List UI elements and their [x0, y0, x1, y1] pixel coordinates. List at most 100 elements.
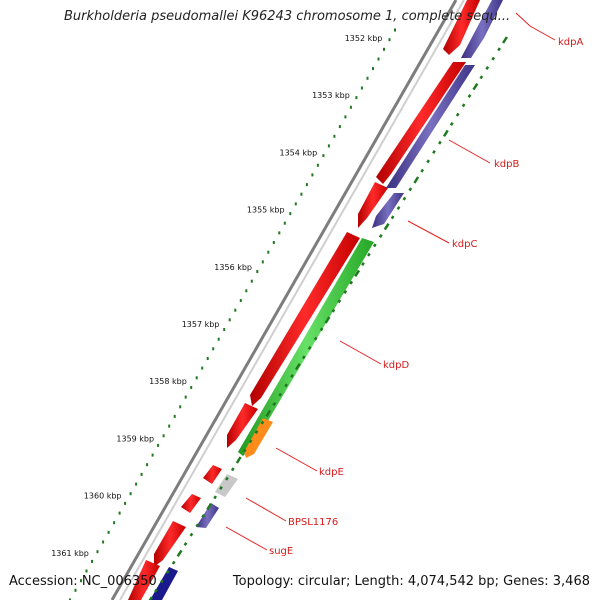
inner-tick	[337, 299, 342, 304]
ruler-dot	[316, 163, 319, 167]
inner-tick	[472, 83, 479, 91]
ruler-dot	[289, 212, 292, 216]
gene-label-kdpB[interactable]: kdpB	[494, 159, 519, 170]
ruler-dot	[372, 67, 374, 71]
inner-tick	[213, 495, 217, 500]
reverse-cds-1[interactable]	[461, 0, 503, 58]
ruler-label: 1359 kbp	[116, 434, 154, 443]
inner-tick	[219, 486, 223, 490]
inner-tick	[467, 94, 472, 98]
ruler-dot	[294, 202, 297, 206]
inner-tick	[343, 290, 348, 294]
ruler-dot	[278, 231, 281, 235]
ruler-dot	[256, 270, 259, 273]
inner-tick	[367, 252, 371, 257]
callout-kdpE	[275, 447, 318, 472]
ruler-dot	[184, 395, 187, 399]
ruler-labels: 1352 kbp 1353 kbp 1354 kbp 1355 kbp 1356 kbp…	[51, 34, 382, 558]
ruler-dot	[366, 76, 369, 80]
summary-text: Topology: circular; Length: 4,074,542 bp…	[232, 574, 590, 589]
ruler-dot	[239, 299, 242, 302]
inner-tick	[154, 588, 158, 593]
ruler-label: 1360 kbp	[84, 492, 122, 501]
forward-cds-6[interactable]	[203, 465, 222, 484]
ruler-label: 1353 kbp	[312, 91, 350, 100]
ruler-dot	[327, 144, 330, 148]
inner-tick	[413, 176, 420, 184]
reverse-cds-2[interactable]	[386, 65, 475, 188]
ruler-dot	[360, 86, 363, 90]
inner-tick	[449, 122, 454, 126]
inner-tick	[278, 392, 283, 397]
ruler-dot	[195, 376, 198, 380]
gene-label-kdpA[interactable]: kdpA	[558, 37, 583, 48]
callouts	[225, 12, 556, 551]
ruler-dot	[267, 250, 270, 254]
inner-tick	[438, 140, 442, 145]
ruler-dot	[212, 347, 215, 351]
inner-tick	[331, 308, 336, 313]
inner-tick	[290, 374, 294, 378]
ruler-dot	[135, 482, 138, 486]
forward-cds-7[interactable]	[181, 494, 201, 513]
ruler-track	[69, 28, 396, 600]
ruler-dot	[157, 443, 160, 447]
forward-cds-8[interactable]	[154, 521, 186, 567]
forward-cds-3[interactable]	[358, 182, 388, 228]
inner-tick	[313, 336, 318, 341]
inner-tick	[307, 346, 312, 350]
inner-tick	[426, 159, 430, 164]
forward-cds-2[interactable]	[376, 62, 466, 184]
ruler-dot	[107, 530, 110, 534]
inner-tick	[378, 234, 383, 238]
inner-tick	[396, 206, 401, 210]
ruler-dot	[338, 125, 341, 129]
reverse-cds-5[interactable]	[150, 567, 178, 600]
reverse-cds-3[interactable]	[372, 193, 404, 228]
inner-tick	[189, 532, 194, 537]
forward-cds-1[interactable]	[443, 0, 480, 55]
gene-label-kdpC[interactable]: kdpC	[452, 239, 477, 250]
inner-tick	[442, 129, 449, 137]
inner-tick	[455, 112, 460, 117]
forward-cds-9[interactable]	[128, 560, 160, 600]
gene-label-kdpE[interactable]: kdpE	[319, 467, 344, 478]
gene-label-kdpD[interactable]: kdpD	[383, 360, 409, 371]
ruler-label: 1357 kbp	[182, 320, 220, 329]
gene-label-sugE[interactable]: sugE	[269, 546, 293, 557]
ruler-dot	[261, 260, 264, 264]
inner-tick	[171, 560, 176, 565]
forward-cds-5[interactable]	[227, 403, 258, 448]
ruler-dot	[179, 405, 182, 409]
gray-feature[interactable]	[215, 474, 238, 497]
inner-tick	[301, 355, 306, 360]
inner-tick	[176, 549, 183, 557]
ruler-dot	[394, 28, 396, 32]
inner-tick	[148, 596, 153, 600]
inner-tick	[349, 280, 354, 285]
green-feature[interactable]	[238, 238, 374, 456]
ruler-dot	[383, 47, 385, 51]
ruler-dot	[311, 173, 314, 177]
ruler-dot	[344, 115, 347, 119]
inner-tick	[354, 269, 361, 277]
inner-tick	[165, 570, 170, 574]
ruler-dot	[173, 414, 176, 418]
inner-tick	[272, 402, 277, 406]
inner-tick	[248, 439, 253, 444]
inner-tick	[230, 467, 235, 472]
ruler-label: 1355 kbp	[247, 206, 285, 215]
reverse-cds-4[interactable]	[196, 503, 219, 528]
callout-kdpA	[515, 12, 556, 41]
ruler-dot	[201, 366, 204, 370]
ruler-dot	[146, 463, 149, 467]
ruler-dot	[162, 434, 165, 438]
inner-tick	[206, 503, 213, 511]
gene-label-BPSL1176[interactable]: BPSL1176	[288, 517, 338, 528]
ruler-dot	[234, 308, 237, 312]
inner-tick	[461, 103, 466, 108]
callout-kdpC	[407, 220, 450, 244]
orange-feature[interactable]	[244, 418, 273, 458]
forward-cds-4[interactable]	[250, 232, 360, 406]
